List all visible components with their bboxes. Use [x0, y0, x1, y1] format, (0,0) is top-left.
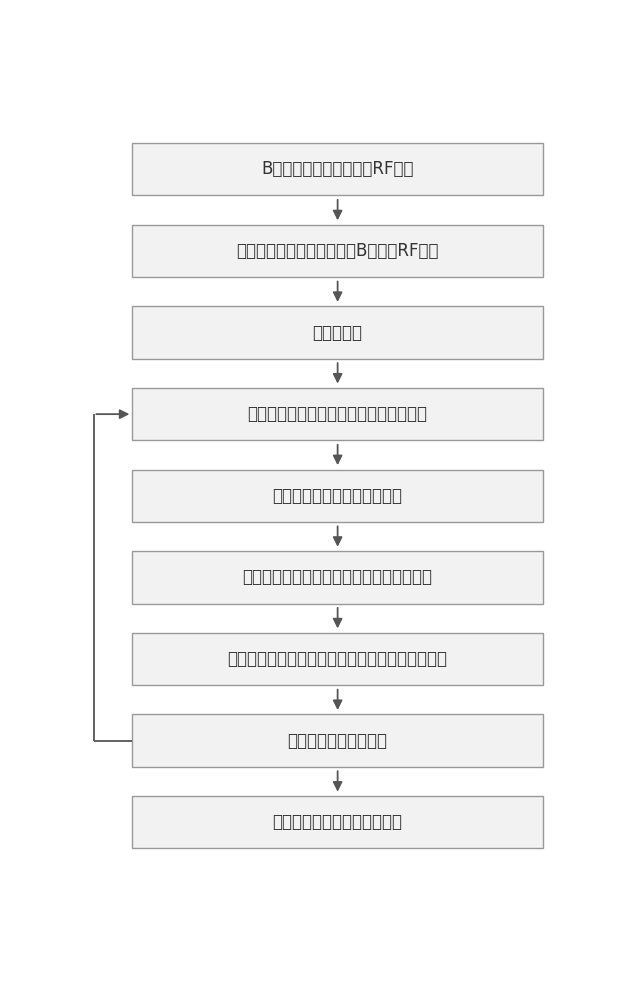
FancyBboxPatch shape [132, 796, 543, 848]
Text: 根据测温系数，建立温度变化的二维空间分布图像: 根据测温系数，建立温度变化的二维空间分布图像 [228, 650, 447, 668]
FancyBboxPatch shape [132, 143, 543, 195]
FancyBboxPatch shape [132, 225, 543, 277]
Text: 计算归一化最小均方自适应滤波器的系数: 计算归一化最小均方自适应滤波器的系数 [248, 405, 427, 423]
FancyBboxPatch shape [132, 551, 543, 604]
FancyBboxPatch shape [132, 714, 543, 767]
Text: 将当前帧设置为参考帧: 将当前帧设置为参考帧 [288, 732, 388, 750]
Text: 选取参考帧: 选取参考帧 [313, 324, 363, 342]
FancyBboxPatch shape [132, 470, 543, 522]
Text: 计算起所有空间点从参考帧到目标帧的位移: 计算起所有空间点从参考帧到目标帧的位移 [243, 568, 432, 586]
Text: 对组织局部加热，持继输出B性超声RF信号: 对组织局部加热，持继输出B性超声RF信号 [236, 242, 439, 260]
FancyBboxPatch shape [132, 306, 543, 359]
Text: 最终时刻温度变化二维分布图: 最终时刻温度变化二维分布图 [273, 813, 402, 831]
Text: B型超声成像，输出时序RF信号: B型超声成像，输出时序RF信号 [261, 160, 414, 178]
Text: 决定下一测量周期内的目标帧: 决定下一测量周期内的目标帧 [273, 487, 402, 505]
FancyBboxPatch shape [132, 633, 543, 685]
FancyBboxPatch shape [132, 388, 543, 440]
